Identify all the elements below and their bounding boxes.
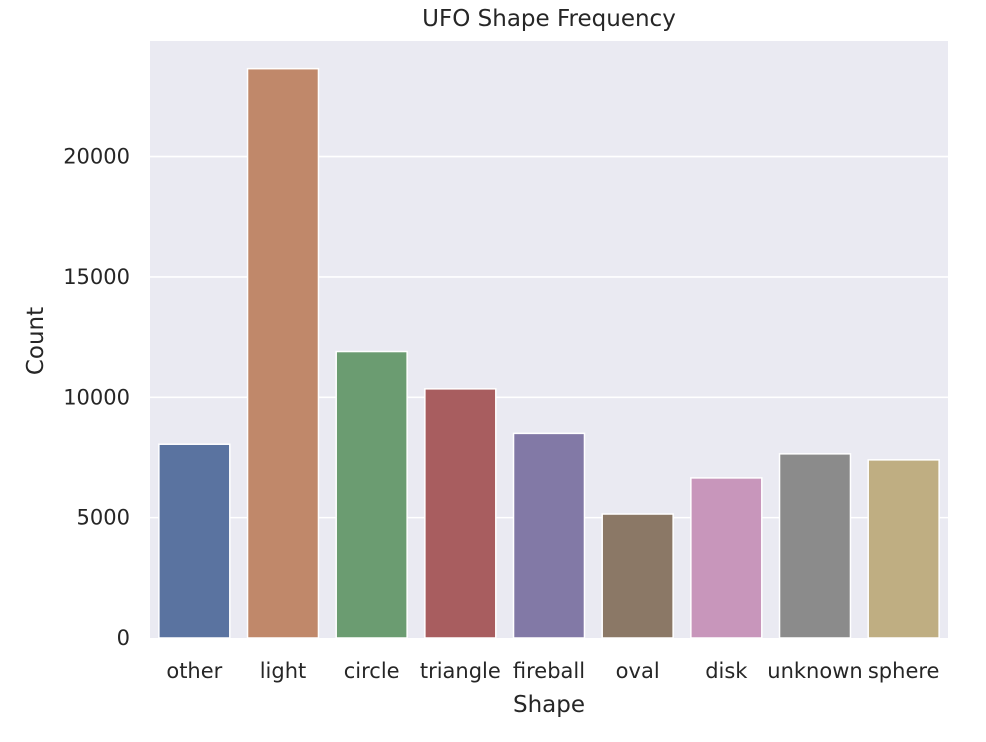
x-tick-label: oval: [616, 659, 660, 683]
chart-title: UFO Shape Frequency: [422, 6, 676, 32]
bar-disk: [690, 477, 763, 639]
y-axis-title: Count: [23, 307, 49, 375]
bar-oval: [601, 513, 674, 639]
y-tick-label: 0: [117, 626, 130, 650]
bar-sphere: [867, 459, 940, 639]
x-tick-label: fireball: [513, 659, 585, 683]
y-tick-label: 5000: [77, 506, 130, 530]
bar-triangle: [424, 388, 497, 639]
bar-circle: [335, 350, 408, 639]
bar-fireball: [512, 432, 586, 639]
x-tick-label: triangle: [420, 659, 501, 683]
x-tick-label: sphere: [868, 659, 940, 683]
x-axis-title: Shape: [513, 692, 585, 718]
x-tick-label: circle: [344, 659, 400, 683]
bar-other: [158, 443, 231, 639]
y-tick-label: 15000: [63, 265, 130, 289]
x-tick-labels: other light circle triangle fireball oval disk…: [166, 659, 939, 683]
bar-light: [246, 67, 320, 639]
bar-unknown: [778, 453, 852, 639]
x-tick-label: disk: [705, 659, 748, 683]
x-tick-label: other: [166, 659, 222, 683]
x-tick-label: unknown: [767, 659, 862, 683]
y-tick-label: 20000: [63, 145, 130, 169]
bars: [158, 67, 940, 639]
y-tick-labels: 0 5000 10000 15000 20000: [63, 145, 130, 650]
y-tick-label: 10000: [63, 385, 130, 409]
x-tick-label: light: [260, 659, 307, 683]
